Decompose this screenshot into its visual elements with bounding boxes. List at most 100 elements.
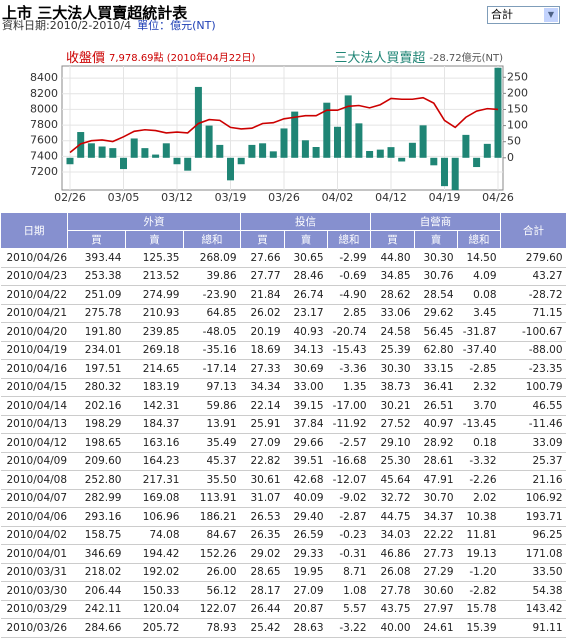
value-cell: 84.67	[183, 526, 241, 545]
value-cell: 27.09	[240, 433, 285, 453]
value-cell: -3.36	[327, 359, 371, 379]
value-cell: -20.74	[327, 322, 371, 342]
value-cell: 0.08	[457, 285, 501, 305]
date-cell: 2010/04/23	[0, 267, 68, 286]
table-row: 2010/04/19 234.01 269.18 -35.16 18.69 34.13 -1…	[0, 341, 566, 360]
value-cell: 284.66	[67, 618, 126, 638]
date-cell: 2010/04/08	[0, 470, 68, 490]
bar	[87, 143, 95, 158]
value-cell: 29.02	[240, 544, 285, 564]
header-cell: 外資	[66, 212, 242, 231]
value-cell: 2.32	[457, 378, 501, 397]
series-select[interactable]: 合計 ▼	[487, 6, 560, 24]
table-row: 2010/04/15 280.32 183.19 97.13 34.34 33.00 1.3…	[0, 378, 566, 397]
value-cell: 28.63	[284, 618, 328, 638]
table-row: 2010/04/13 198.29 184.37 13.91 25.91 37.84 -11…	[0, 415, 566, 434]
value-cell: 43.75	[370, 600, 415, 619]
value-cell: 59.86	[183, 396, 241, 416]
bar	[366, 150, 374, 158]
y-tick-label: 8200	[30, 87, 58, 100]
x-tick-label: 03/19	[215, 191, 247, 204]
bar	[334, 126, 341, 158]
value-cell: 38.73	[370, 378, 415, 397]
y-tick-label: 7800	[30, 118, 58, 131]
value-cell: 279.60	[500, 248, 566, 268]
date-cell: 2010/04/21	[0, 304, 68, 323]
value-cell: 37.84	[284, 415, 328, 434]
bar	[323, 102, 331, 158]
value-cell: 27.78	[370, 581, 415, 601]
table-row: 2010/04/12 198.65 163.16 35.49 27.09 29.66 -2.…	[0, 433, 566, 453]
date-cell: 2010/04/19	[0, 341, 68, 360]
bar	[441, 157, 448, 187]
legend-line-readout: 7,978.69點 (2010年04月22日)	[109, 51, 256, 64]
value-cell: 26.44	[240, 600, 285, 619]
x-tick-label: 04/26	[482, 191, 514, 204]
value-cell: -37.40	[457, 341, 501, 360]
value-cell: 36.41	[414, 378, 458, 397]
select-arrow[interactable]: ▼	[544, 8, 558, 22]
date-cell: 2010/04/01	[0, 544, 68, 564]
value-cell: 197.51	[67, 359, 126, 379]
value-cell: 26.35	[240, 526, 285, 545]
value-cell: 39.86	[183, 267, 241, 286]
value-cell: 27.33	[240, 359, 285, 379]
value-cell: 18.69	[240, 341, 285, 360]
value-cell: -0.31	[327, 544, 371, 564]
header-cell: 投信	[240, 212, 372, 231]
value-cell: 30.30	[370, 359, 415, 379]
y2-tick-label: 200	[507, 86, 528, 99]
y-tick-label: 8400	[30, 71, 58, 84]
value-cell: 29.40	[284, 507, 328, 527]
value-cell: -0.23	[327, 526, 371, 545]
value-cell: 29.62	[414, 304, 458, 323]
date-cell: 2010/03/31	[0, 563, 68, 582]
value-cell: 22.22	[414, 526, 458, 545]
value-cell: 393.44	[67, 248, 126, 268]
value-cell: 193.71	[500, 507, 566, 527]
value-cell: 30.60	[414, 581, 458, 601]
legend-line: 收盤價 7,978.69點 (2010年04月22日)	[66, 51, 256, 66]
bar	[184, 157, 192, 171]
value-cell: 40.00	[370, 618, 415, 638]
value-cell: 27.52	[370, 415, 415, 434]
value-cell: -31.87	[457, 322, 501, 342]
date-cell: 2010/04/13	[0, 415, 68, 434]
select-value: 合計	[491, 8, 513, 21]
date-cell: 2010/03/30	[0, 581, 68, 601]
value-cell: 27.77	[240, 267, 285, 286]
value-cell: 34.03	[370, 526, 415, 545]
value-cell: 97.13	[183, 378, 241, 397]
value-cell: 183.19	[125, 378, 184, 397]
table-row: 2010/03/31 218.02 192.02 26.00 28.65 19.95 8.7…	[0, 563, 566, 582]
value-cell: 253.38	[67, 267, 126, 286]
value-cell: 23.17	[284, 304, 328, 323]
value-cell: -35.16	[183, 341, 241, 360]
bar	[194, 86, 202, 158]
value-cell: 33.09	[500, 433, 566, 453]
value-cell: -11.92	[327, 415, 371, 434]
bar	[237, 157, 245, 165]
bar	[430, 157, 438, 166]
value-cell: 20.19	[240, 322, 285, 342]
bar	[98, 146, 106, 158]
bar	[312, 147, 320, 158]
value-cell: -2.57	[327, 433, 371, 453]
value-cell: -2.87	[327, 507, 371, 527]
bar	[408, 142, 416, 158]
value-cell: 34.37	[414, 507, 458, 527]
value-cell: 3.45	[457, 304, 501, 323]
value-cell: 31.07	[240, 489, 285, 508]
value-cell: -2.26	[457, 470, 501, 490]
value-cell: 242.11	[67, 600, 126, 619]
value-cell: 33.15	[414, 359, 458, 379]
value-cell: 113.91	[183, 489, 241, 508]
header-cell: 日期	[0, 212, 68, 249]
value-cell: 198.29	[67, 415, 126, 434]
header-row: 日期 外資 投信 自營商 合計	[0, 212, 566, 249]
value-cell: 122.07	[183, 600, 241, 619]
value-cell: 40.93	[284, 322, 328, 342]
y2-tick-label: 150	[507, 102, 528, 115]
value-cell: -2.99	[327, 248, 371, 268]
value-cell: 280.32	[67, 378, 126, 397]
